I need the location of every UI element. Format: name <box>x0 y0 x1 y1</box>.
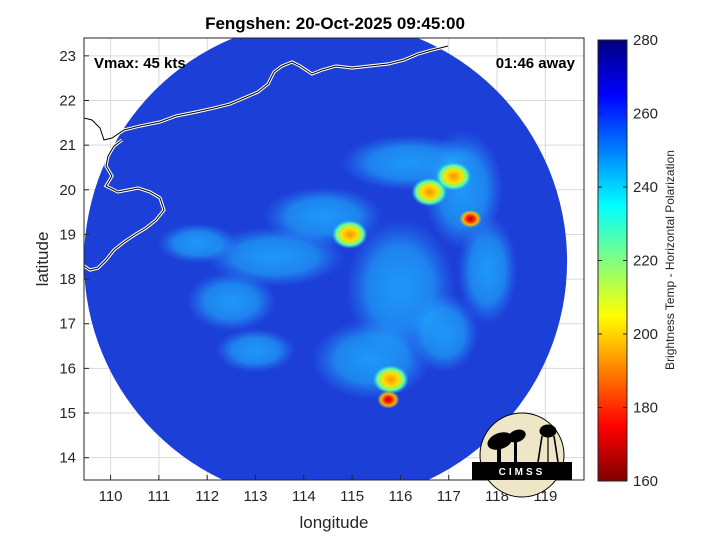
logo-text: CIMSS <box>499 467 546 478</box>
rainband <box>215 328 296 373</box>
x-tick-label: 117 <box>437 488 461 505</box>
colorbar-ticks: 280 260 240 220 200 180 160 <box>598 32 658 490</box>
x-tick-label: 113 <box>244 488 268 505</box>
y-tick-label: 21 <box>59 137 76 154</box>
cold-spot <box>377 390 400 409</box>
cimss-logo: CIMSS <box>472 412 572 498</box>
cold-spot <box>411 177 448 207</box>
y-tick-label: 16 <box>59 360 76 377</box>
chart-title: Fengshen: 20-Oct-2025 09:45:00 <box>205 14 465 33</box>
colorbar-tick-label: 180 <box>633 400 658 417</box>
x-tick-label: 112 <box>195 488 219 505</box>
x-tick-label: 114 <box>292 488 316 505</box>
rainband <box>408 292 479 373</box>
y-tick-label: 20 <box>59 182 76 199</box>
cold-spot-features <box>331 162 482 409</box>
y-tick-label: 17 <box>59 316 76 333</box>
rainband <box>457 215 518 326</box>
logo-band <box>472 462 572 480</box>
cold-spot <box>435 162 472 191</box>
x-tick-label: 115 <box>340 488 364 505</box>
cold-spot <box>331 220 368 249</box>
y-tick-label: 19 <box>59 226 76 243</box>
colorbar-label: Brightness Temp - Horizontal Polarizatio… <box>663 150 677 370</box>
y-axis-label: latitude <box>33 232 52 287</box>
y-tick-label: 14 <box>59 450 76 467</box>
x-tick-label: 111 <box>147 488 170 505</box>
rainband <box>186 271 277 332</box>
satellite-dish-icon <box>487 429 526 462</box>
vmax-label: Vmax: 45 kts <box>94 55 186 72</box>
cold-spot <box>459 210 482 228</box>
y-tick-label: 18 <box>59 271 76 288</box>
x-tick-label: 110 <box>99 488 123 505</box>
time-away-label: 01:46 away <box>496 55 576 72</box>
y-tick-label: 22 <box>59 93 76 110</box>
colorbar-tick-label: 200 <box>633 326 658 343</box>
y-axis-ticks: 23 22 21 20 19 18 17 16 15 14 <box>59 48 89 467</box>
x-axis-label: longitude <box>299 513 368 532</box>
coastline-outline <box>84 45 449 271</box>
rainband <box>157 223 238 264</box>
colorbar-tick-label: 240 <box>633 179 658 196</box>
y-tick-label: 15 <box>59 405 76 422</box>
colorbar-tick-label: 280 <box>633 32 658 49</box>
colorbar <box>597 39 628 482</box>
y-tick-label: 23 <box>59 48 76 65</box>
cold-spot <box>372 365 409 394</box>
colorbar-tick-label: 260 <box>633 106 658 123</box>
water-tower-icon <box>537 424 559 463</box>
colorbar-tick-label: 160 <box>633 473 658 490</box>
x-tick-label: 116 <box>388 488 412 505</box>
map-axes-frame <box>83 37 585 481</box>
colorbar-tick-label: 220 <box>633 253 658 270</box>
